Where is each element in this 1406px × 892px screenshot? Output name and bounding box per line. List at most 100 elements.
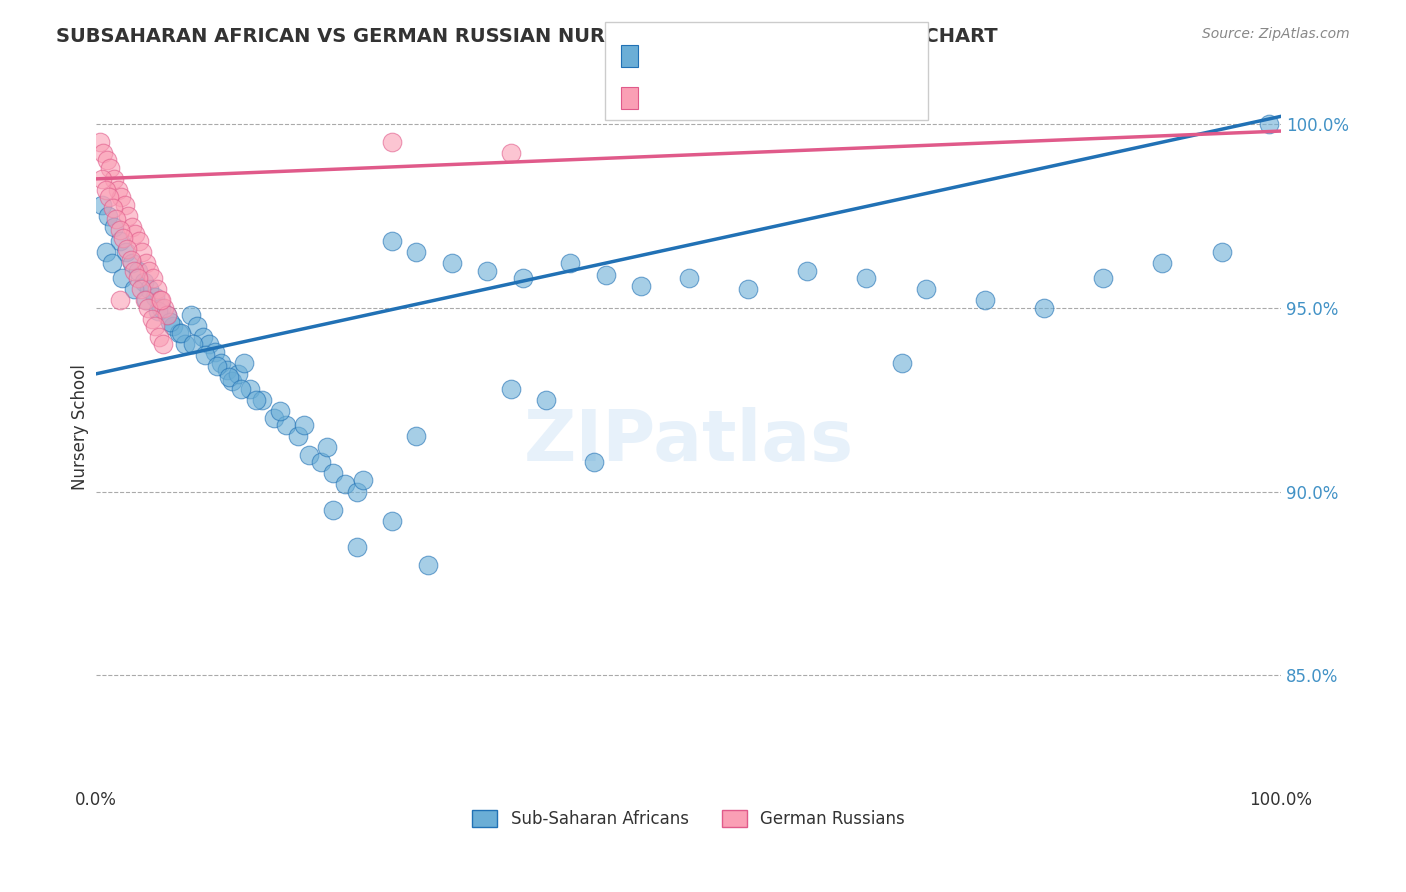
Point [287,429,309,443]
Point [229,382,252,396]
Point [135,293,157,308]
Point [269,403,291,417]
Point [381,235,404,249]
Point [129,282,152,296]
Point [156,308,179,322]
Point [263,411,285,425]
Point [333,477,356,491]
Point [197,337,219,351]
Point [152,301,174,315]
Point [292,418,315,433]
Point [141,311,163,326]
Point [136,301,159,315]
Point [122,282,145,296]
Point [167,326,190,341]
Text: R =  0.159    N = 42: R = 0.159 N = 42 [643,87,825,105]
Point [204,344,226,359]
Point [127,271,149,285]
Point [94,245,117,260]
Point [183,337,205,351]
Point [322,503,344,517]
Text: ZIPatlas: ZIPatlas [523,407,853,476]
Point [1033,301,1056,315]
Text: Source: ZipAtlas.com: Source: ZipAtlas.com [1202,27,1350,41]
Point [122,264,145,278]
Point [138,282,160,296]
Point [914,282,936,296]
Point [1211,245,1233,260]
Point [117,209,139,223]
Point [114,245,136,260]
Point [148,330,170,344]
Point [381,514,404,528]
Point [145,289,167,303]
Point [209,356,232,370]
Point [973,293,995,308]
Point [186,318,208,333]
Point [346,540,368,554]
Point [311,455,333,469]
Point [159,315,181,329]
Point [381,135,404,149]
Point [215,363,238,377]
Point [316,441,339,455]
Point [108,223,131,237]
Point [97,209,120,223]
Point [322,466,344,480]
Point [405,245,427,260]
Point [499,146,522,161]
Point [145,282,167,296]
Point [131,245,153,260]
Text: R = 0.345    N = 84: R = 0.345 N = 84 [643,43,818,61]
Point [91,146,114,161]
Point [499,382,522,396]
Point [298,448,321,462]
Point [678,271,700,285]
Point [107,183,129,197]
Point [855,271,877,285]
Point [796,264,818,278]
Point [124,227,146,241]
Point [156,308,179,322]
Point [245,392,267,407]
Point [150,301,173,315]
Point [91,172,114,186]
Point [221,374,243,388]
Point [630,278,652,293]
Point [121,256,143,270]
Point [352,474,374,488]
Point [174,337,197,351]
Point [101,202,124,216]
Point [108,293,131,308]
Y-axis label: Nursery School: Nursery School [72,364,89,490]
Point [145,318,167,333]
Point [89,135,111,149]
Legend: Sub-Saharan Africans, German Russians: Sub-Saharan Africans, German Russians [465,804,911,835]
Point [194,348,217,362]
Point [96,153,118,168]
Point [233,356,256,370]
Point [94,183,117,197]
Point [152,337,174,351]
Point [1258,117,1281,131]
Point [475,264,498,278]
Point [142,271,165,285]
Point [205,359,228,374]
Point [239,382,262,396]
Point [536,392,558,407]
Point [134,293,156,308]
Point [98,190,121,204]
Point [108,235,131,249]
Point [112,231,135,245]
Point [138,264,160,278]
Text: SUBSAHARAN AFRICAN VS GERMAN RUSSIAN NURSERY SCHOOL CORRELATION CHART: SUBSAHARAN AFRICAN VS GERMAN RUSSIAN NUR… [56,27,998,45]
Point [111,271,134,285]
Point [91,197,114,211]
Point [170,326,193,341]
Point [1152,256,1174,270]
Point [228,367,250,381]
Point [100,256,122,270]
Point [150,293,173,308]
Point [103,219,125,234]
Point [250,392,273,407]
